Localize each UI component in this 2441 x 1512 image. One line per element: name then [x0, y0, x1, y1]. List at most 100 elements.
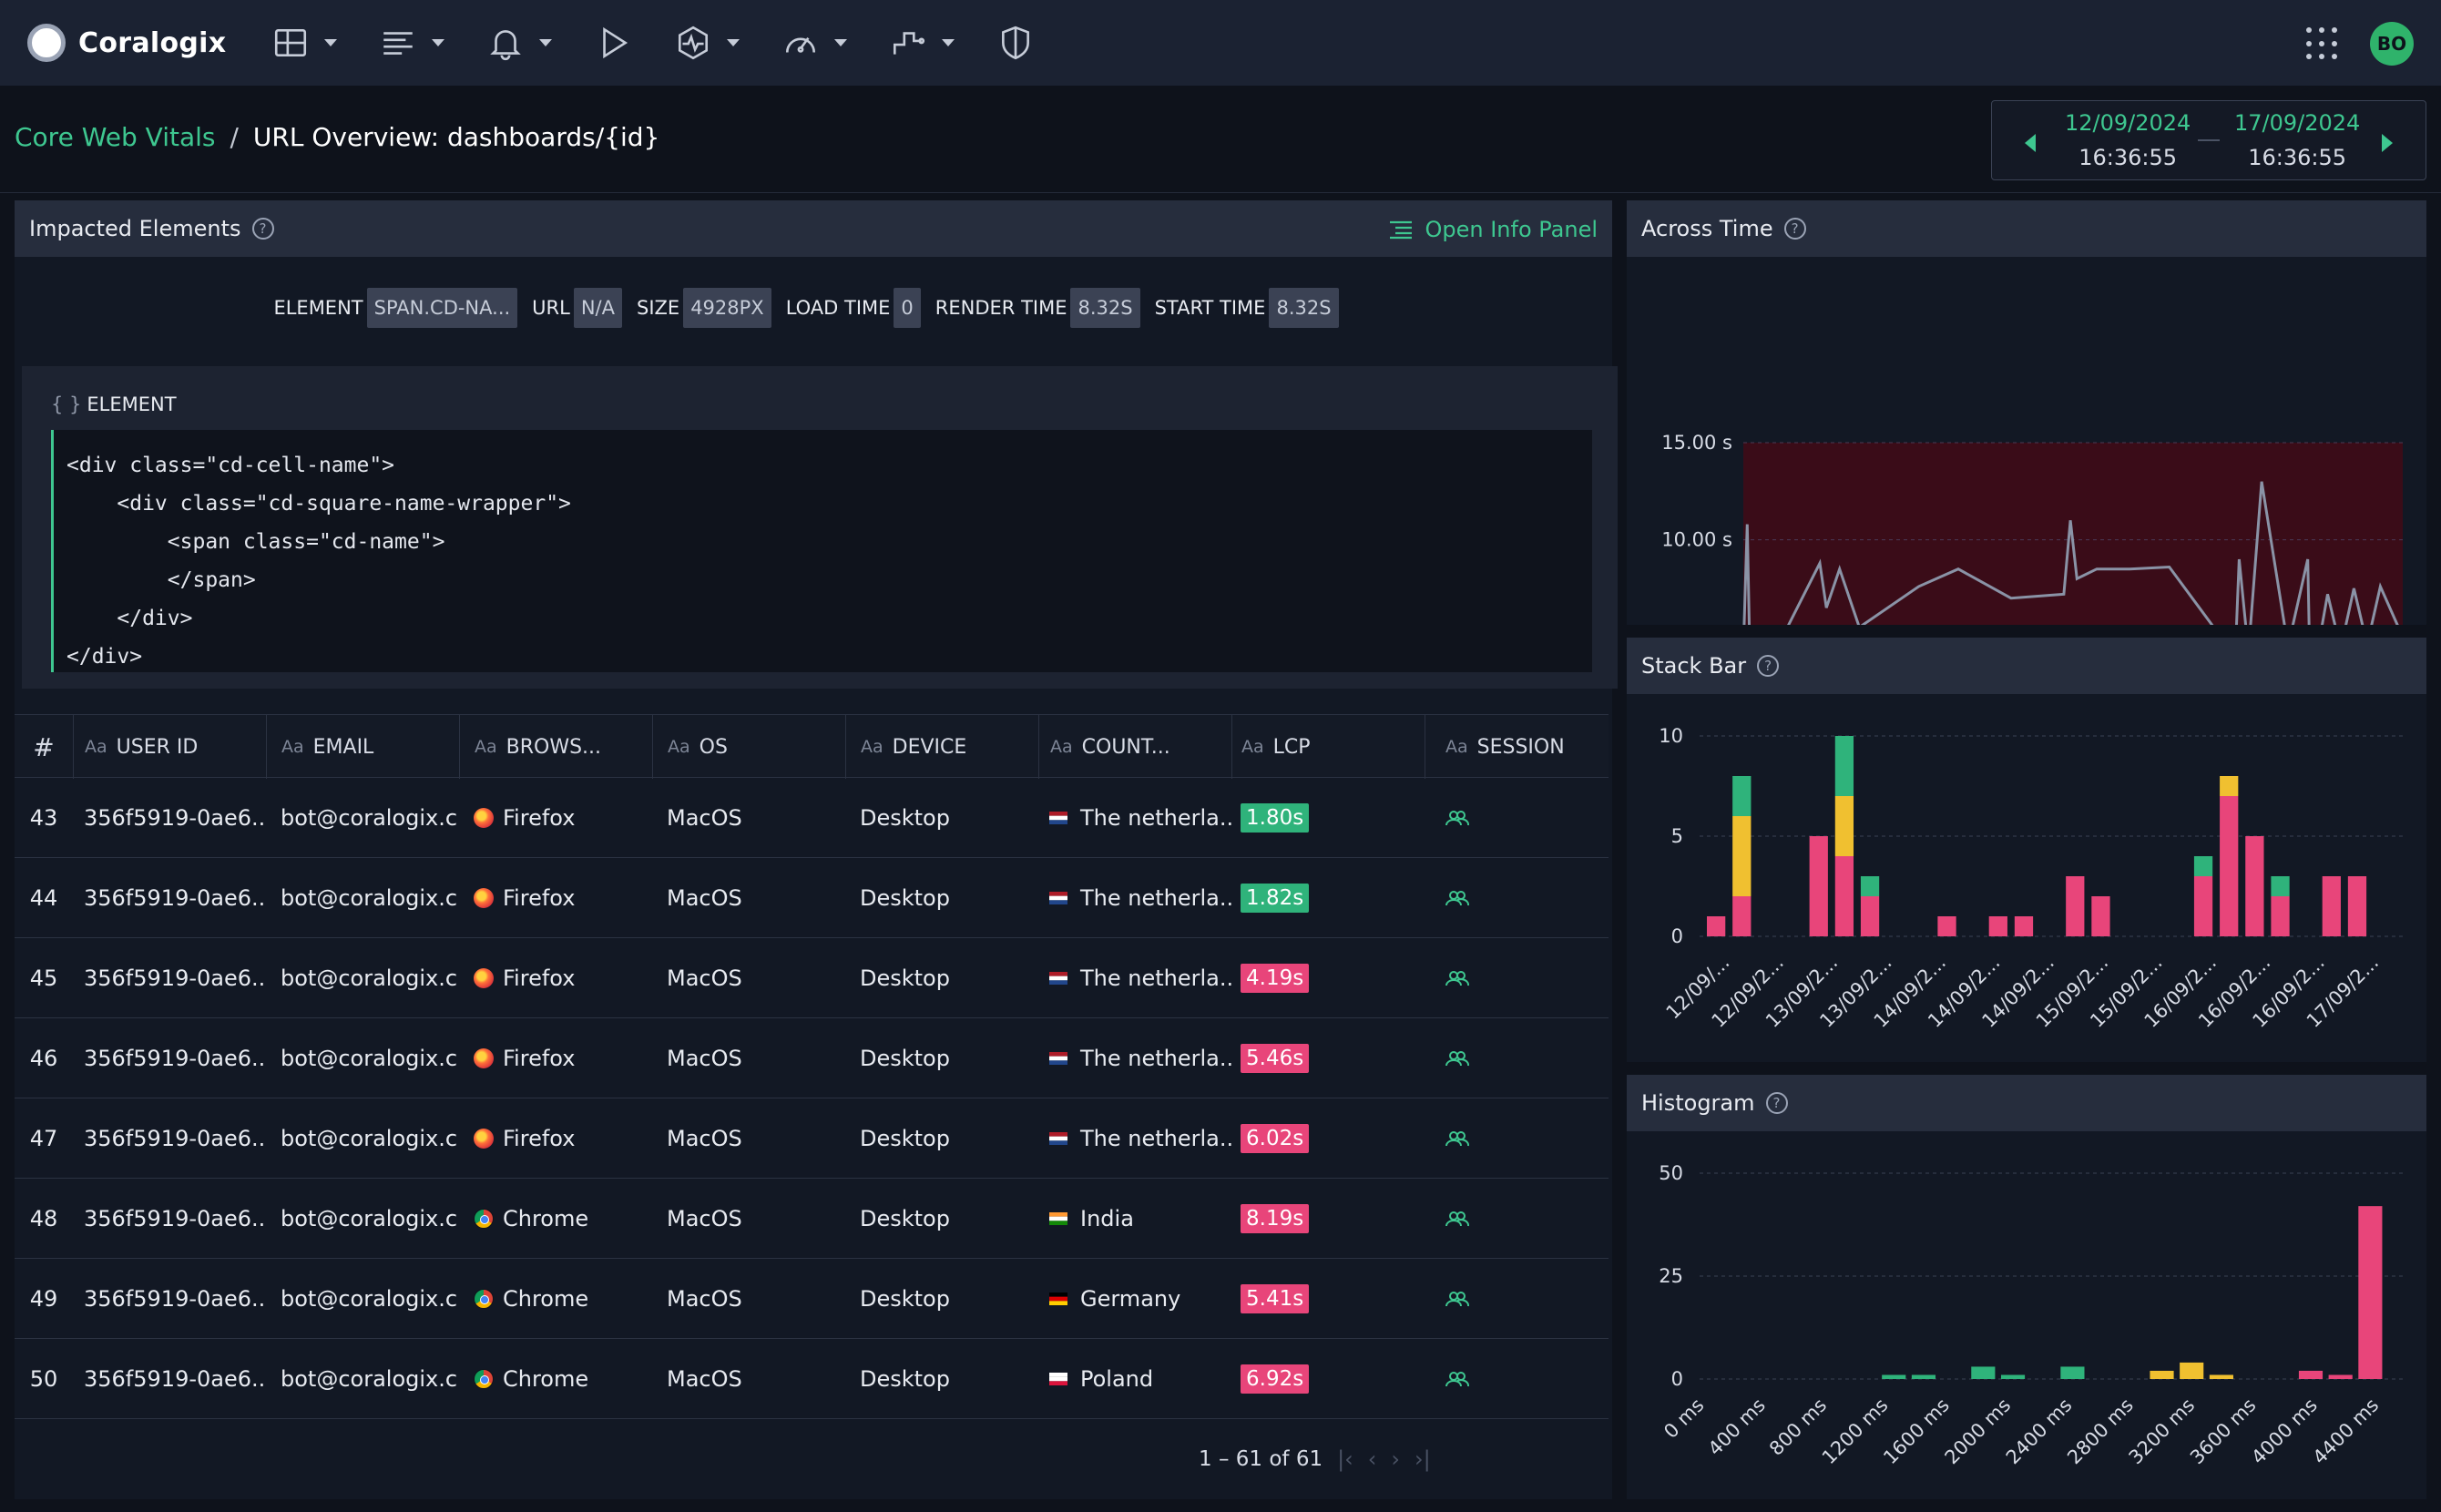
lcp-badge: 1.80s	[1241, 802, 1310, 833]
session-cell[interactable]	[1425, 1210, 1609, 1228]
dashboards-menu[interactable]	[271, 15, 338, 70]
table-row[interactable]: 44 356f5919-0ae6... bot@coralogix.c... Fire…	[15, 858, 1609, 938]
users-icon[interactable]	[1445, 809, 1470, 827]
session-cell[interactable]	[1425, 1370, 1609, 1388]
app-logo[interactable]: Coralogix	[27, 24, 226, 62]
session-cell[interactable]	[1425, 1290, 1609, 1308]
table-row[interactable]: 46 356f5919-0ae6... bot@coralogix.c... Fire…	[15, 1018, 1609, 1098]
lcp-cell: 6.02s	[1231, 1123, 1425, 1153]
breadcrumb-parent-link[interactable]: Core Web Vitals	[15, 122, 216, 152]
open-info-panel-button[interactable]: Open Info Panel	[1388, 217, 1598, 242]
os-cell: MacOS	[667, 1125, 742, 1151]
help-icon[interactable]: ?	[1757, 655, 1780, 677]
column-header-os[interactable]: Aa OS	[652, 715, 845, 779]
help-icon[interactable]: ?	[251, 218, 274, 240]
apps-grid-icon[interactable]	[2306, 27, 2339, 60]
table-row[interactable]: 43 356f5919-0ae6... bot@coralogix.c... Fire…	[15, 778, 1609, 858]
chevron-down-icon	[727, 39, 740, 46]
bar-segment	[2220, 796, 2239, 936]
apm-menu[interactable]	[674, 15, 740, 70]
last-page-icon[interactable]: ›|	[1415, 1446, 1431, 1472]
histogram-bar	[2000, 1374, 2026, 1379]
users-icon[interactable]	[1445, 1290, 1470, 1308]
logs-menu[interactable]	[379, 15, 445, 70]
meta-label: START TIME	[1154, 297, 1266, 319]
browser-cell: Firefox	[459, 1046, 652, 1071]
alerts-menu[interactable]	[486, 15, 553, 70]
column-header-email[interactable]: Aa EMAIL	[266, 715, 459, 779]
help-icon[interactable]: ?	[1765, 1092, 1788, 1114]
next-page-icon[interactable]: ›	[1391, 1446, 1400, 1472]
prev-page-icon[interactable]: ‹	[1367, 1446, 1377, 1472]
table-row[interactable]: 47 356f5919-0ae6... bot@coralogix.c... Fire…	[15, 1098, 1609, 1179]
row-index: 43	[29, 804, 58, 831]
column-header-user-id[interactable]: Aa USER ID	[73, 715, 266, 779]
panel-header: Impacted Elements ? Open Info Panel	[15, 200, 1612, 257]
table-row[interactable]: 45 356f5919-0ae6... bot@coralogix.c... Fire…	[15, 938, 1609, 1018]
table-row[interactable]: 50 356f5919-0ae6... bot@coralogix.c... Chro…	[15, 1339, 1609, 1419]
date-from[interactable]: 12/09/2024 16:36:55	[2065, 110, 2191, 170]
column-header-country[interactable]: Aa COUNT...	[1038, 715, 1231, 779]
session-cell[interactable]	[1425, 1049, 1609, 1068]
country-cell: The netherla...	[1038, 1126, 1231, 1151]
column-header-lcp[interactable]: Aa LCP	[1231, 715, 1425, 779]
session-cell[interactable]	[1425, 889, 1609, 907]
help-icon[interactable]: ?	[1783, 218, 1806, 240]
bar-segment	[2193, 856, 2213, 876]
security-button[interactable]	[996, 15, 1035, 70]
x-tick-label: 3600 ms	[2186, 1395, 2261, 1469]
lcp-badge: 1.82s	[1241, 883, 1310, 913]
breadcrumb: Core Web Vitals / URL Overview: dashboar…	[15, 122, 659, 152]
users-icon[interactable]	[1445, 969, 1470, 987]
date-to[interactable]: 17/09/2024 16:36:55	[2234, 110, 2360, 170]
column-header-device[interactable]: Aa DEVICE	[845, 715, 1038, 779]
rum-menu[interactable]	[781, 15, 848, 70]
x-tick-label: 3200 ms	[2125, 1395, 2200, 1469]
next-range-arrow-icon[interactable]	[2382, 134, 2393, 152]
chevron-down-icon	[834, 39, 848, 46]
users-icon[interactable]	[1445, 1129, 1470, 1148]
y-tick-label: 25	[1659, 1265, 1683, 1287]
session-cell[interactable]	[1425, 809, 1609, 827]
histogram-panel: Histogram? 50 25 0 0 ms 400 ms 800 ms 1200 ms 1…	[1627, 1075, 2426, 1499]
users-icon[interactable]	[1445, 1210, 1470, 1228]
table-row[interactable]: 49 356f5919-0ae6... bot@coralogix.c... Chro…	[15, 1259, 1609, 1339]
lcp-badge: 8.19s	[1241, 1203, 1310, 1233]
session-cell[interactable]	[1425, 1129, 1609, 1148]
table-row[interactable]: 48 356f5919-0ae6... bot@coralogix.c... Chro…	[15, 1179, 1609, 1259]
column-header-session[interactable]: Aa SESSION	[1425, 715, 1609, 779]
chevron-down-icon	[432, 39, 445, 46]
country-cell: The netherla...	[1038, 805, 1231, 831]
lcp-cell: 1.82s	[1231, 883, 1425, 913]
avatar[interactable]: BO	[2370, 22, 2414, 66]
column-header-browser[interactable]: Aa BROWS...	[459, 715, 652, 779]
code-title-label: ELEMENT	[87, 393, 177, 415]
country-cell: The netherla...	[1038, 885, 1231, 911]
date-separator	[2198, 139, 2220, 141]
chrome-icon	[474, 1208, 494, 1229]
metrics-menu[interactable]	[889, 15, 955, 70]
session-cell[interactable]	[1425, 969, 1609, 987]
histogram-bar	[1882, 1374, 1906, 1379]
y-tick-label: 10.00 s	[1661, 529, 1732, 551]
bar-segment	[2245, 836, 2264, 936]
country-name: The netherla...	[1080, 1045, 1231, 1071]
users-icon[interactable]	[1445, 889, 1470, 907]
list-icon	[1390, 220, 1413, 240]
browser-name: Firefox	[503, 1125, 576, 1151]
livetail-button[interactable]	[594, 15, 632, 70]
country-cell: India	[1038, 1206, 1231, 1231]
text-type-icon: Aa	[475, 737, 497, 757]
bar-segment	[1732, 896, 1752, 936]
first-page-icon[interactable]: |‹	[1337, 1446, 1353, 1472]
browser-name: Firefox	[503, 1045, 576, 1071]
email-cell: bot@coralogix.c...	[281, 804, 459, 831]
column-header-index[interactable]: #	[33, 731, 55, 762]
histogram-bar	[2060, 1366, 2085, 1379]
users-icon[interactable]	[1445, 1370, 1470, 1388]
breadcrumb-separator: /	[230, 122, 239, 152]
date-range-picker[interactable]: 12/09/2024 16:36:55 17/09/2024 16:36:55	[1991, 100, 2426, 180]
previous-range-arrow-icon[interactable]	[2025, 134, 2036, 152]
users-icon[interactable]	[1445, 1049, 1470, 1068]
browser-cell: Chrome	[459, 1286, 652, 1312]
